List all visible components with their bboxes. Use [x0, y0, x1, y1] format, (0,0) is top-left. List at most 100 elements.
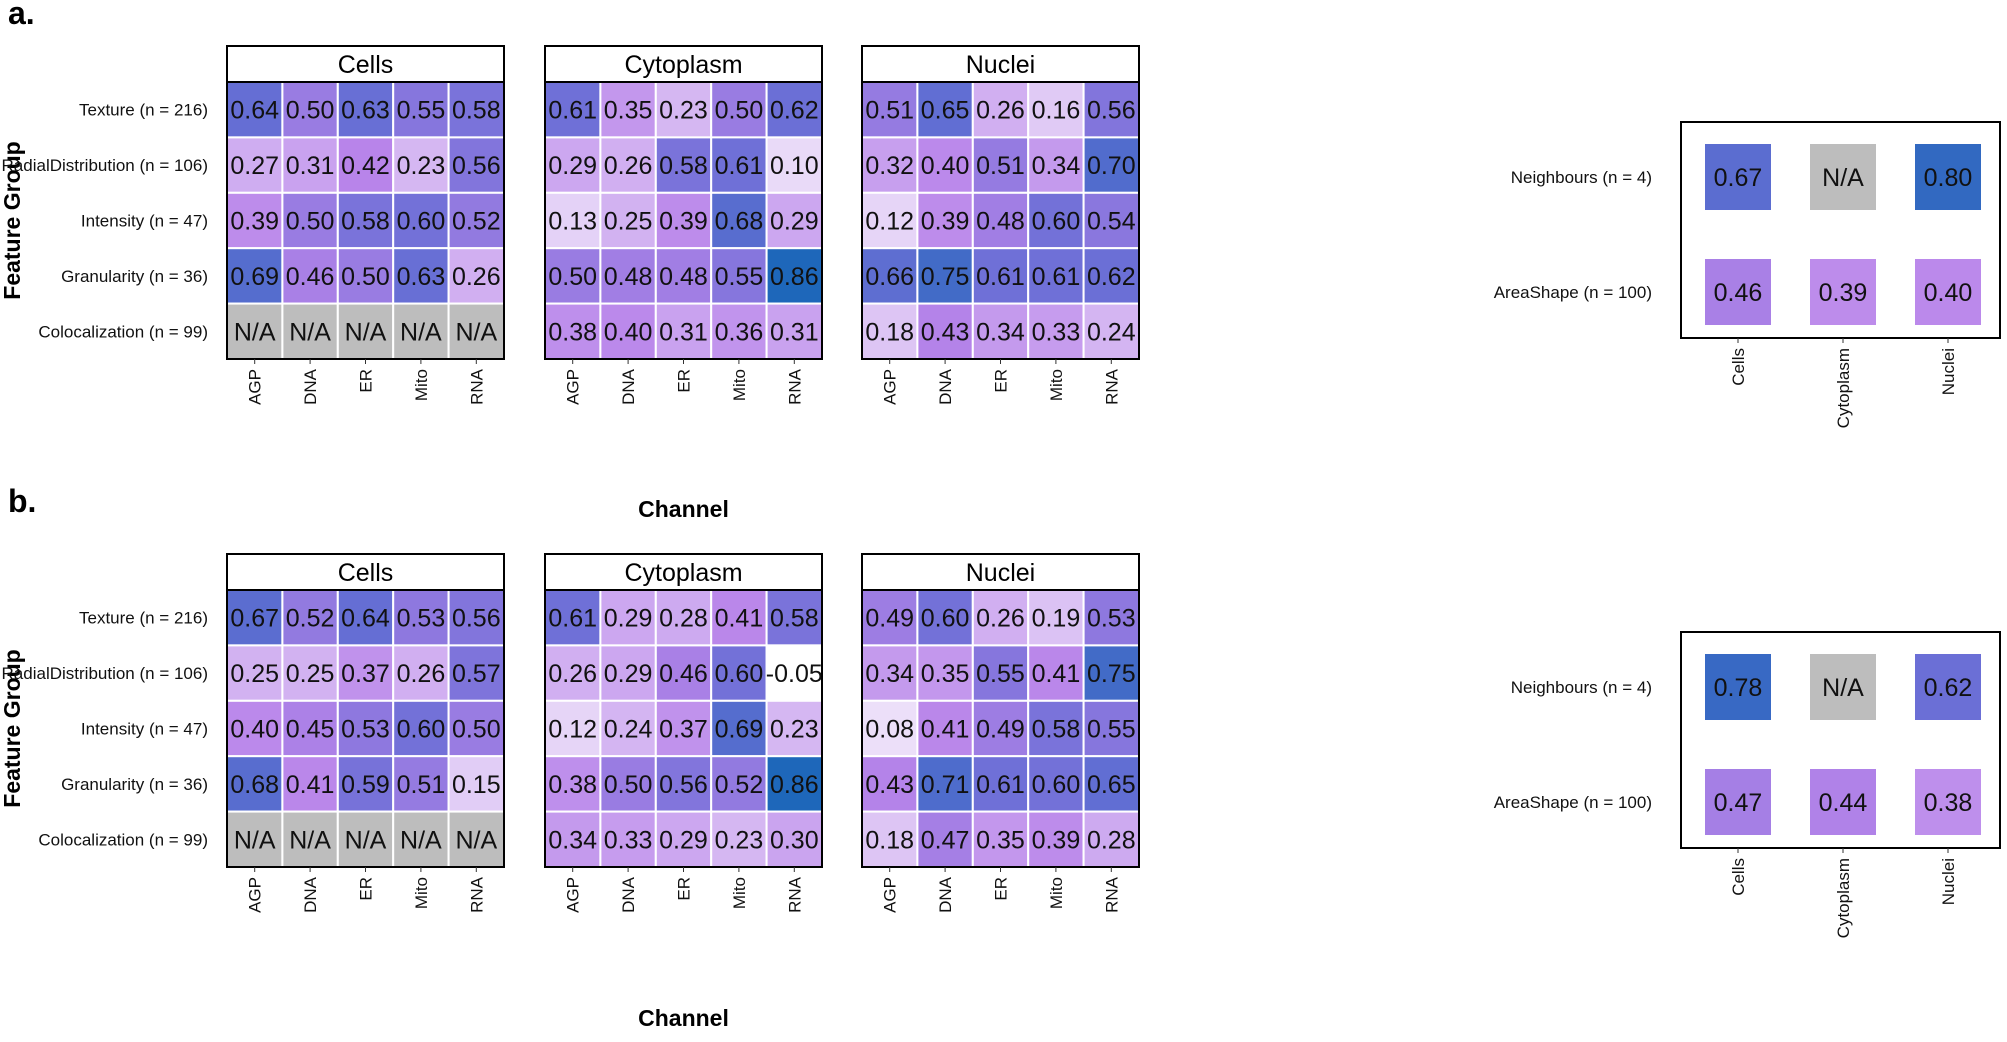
column-label-mito: Mito [412, 877, 431, 909]
cell-value: 0.18 [865, 318, 914, 346]
y-axis-title: Feature Group [0, 649, 25, 807]
cell-value: 0.39 [921, 208, 970, 236]
cell-value: 0.63 [341, 97, 390, 125]
cell-value: 0.52 [715, 771, 764, 799]
facet-title: Cells [338, 559, 394, 587]
cell-value: 0.43 [865, 771, 914, 799]
heatmap-cell [971, 191, 1030, 250]
cell-value: 0.58 [770, 605, 819, 633]
side-row-label-areashape: AreaShape (n = 100) [1494, 793, 1652, 812]
cell-value: 0.56 [452, 152, 501, 180]
facet-strip [226, 45, 505, 83]
heatmap-cell [599, 81, 657, 139]
column-label-rna: RNA [467, 368, 486, 405]
cell-value: 0.60 [397, 208, 446, 236]
facet-strip [226, 553, 505, 591]
cell-value: 0.48 [976, 208, 1025, 236]
heatmap-cell [861, 191, 919, 250]
heatmap-cell [1082, 699, 1140, 758]
cell-value: 0.61 [1032, 263, 1081, 291]
side-cell [1915, 259, 1981, 325]
cell-value: 0.62 [770, 97, 819, 125]
cell-value: 0.58 [1032, 716, 1081, 744]
cell-value: 0.39 [659, 208, 708, 236]
cell-value: 0.31 [659, 318, 708, 346]
cell-value: 0.40 [604, 318, 653, 346]
facet-title: Nuclei [966, 51, 1035, 79]
heatmap-cell [336, 810, 395, 868]
cell-value: 0.29 [604, 660, 653, 688]
heatmap-cell [336, 302, 395, 361]
column-label-mito: Mito [1047, 877, 1066, 909]
heatmap-cell [1082, 191, 1140, 250]
column-label-dna: DNA [936, 368, 955, 405]
cell-value: 0.40 [921, 152, 970, 180]
heatmap-cell [1027, 247, 1085, 305]
cell-value: 0.46 [286, 263, 335, 291]
heatmap-cell [861, 81, 919, 139]
side-cell-value: 0.38 [1924, 789, 1973, 817]
cell-value: 0.41 [715, 605, 764, 633]
cell-value: 0.50 [341, 263, 390, 291]
heatmap-cell [971, 810, 1030, 868]
heatmap-cell [765, 644, 823, 702]
facet-strip [544, 553, 823, 591]
cell-value: 0.53 [341, 716, 390, 744]
cell-value: 0.50 [286, 208, 335, 236]
cell-value: 0.64 [341, 605, 390, 633]
cell-value: 0.40 [230, 716, 279, 744]
cell-value: 0.53 [397, 605, 446, 633]
heatmap-cell [544, 302, 602, 361]
column-label-agp: AGP [881, 369, 900, 405]
side-cell [1915, 769, 1981, 835]
heatmap-cell [710, 810, 768, 868]
cell-value: 0.48 [659, 263, 708, 291]
heatmap-cell [281, 302, 339, 361]
cell-value: 0.23 [770, 716, 819, 744]
column-label-mito: Mito [730, 877, 749, 909]
side-cell [1915, 654, 1981, 720]
cell-value: 0.50 [452, 716, 501, 744]
side-cell-value: 0.80 [1924, 164, 1973, 192]
cell-value: 0.55 [397, 97, 446, 125]
cell-value: 0.18 [865, 826, 914, 854]
y-axis-title: Feature Group [0, 141, 25, 299]
facet-title: Cytoplasm [624, 51, 742, 79]
heatmap-cell [1027, 191, 1085, 250]
column-label-er: ER [675, 877, 694, 901]
cell-value: 0.27 [230, 152, 279, 180]
cell-value: 0.13 [548, 208, 597, 236]
heatmap-figure-a: a. Feature Group Texture (n = 216) RadialDi… [0, 0, 2001, 522]
column-label-rna: RNA [467, 876, 486, 913]
cell-value: 0.56 [452, 605, 501, 633]
cell-value: 0.28 [1087, 826, 1136, 854]
column-label-rna: RNA [1102, 368, 1121, 405]
cell-value: 0.58 [452, 97, 501, 125]
panel-label: b. [8, 483, 36, 519]
cell-value: 0.25 [286, 660, 335, 688]
heatmap-cell [765, 699, 823, 758]
cell-value: 0.86 [770, 263, 819, 291]
cell-value: N/A [345, 826, 387, 854]
cell-value: 0.48 [604, 263, 653, 291]
cell-value: 0.57 [452, 660, 501, 688]
heatmap-cell [765, 755, 823, 813]
cell-value: 0.33 [1032, 318, 1081, 346]
cell-value: 0.69 [715, 716, 764, 744]
heatmap-cell [654, 191, 713, 250]
heatmap-cell [710, 644, 768, 702]
cell-value: 0.56 [1087, 97, 1136, 125]
cell-value: 0.34 [548, 826, 597, 854]
cell-value: 0.61 [548, 97, 597, 125]
heatmap-cell [226, 589, 284, 647]
cell-value: 0.61 [976, 771, 1025, 799]
heatmap-cell [544, 136, 602, 194]
heatmap-cell [544, 755, 602, 813]
side-column-label-nuclei: Nuclei [1939, 348, 1958, 395]
side-cell [1810, 654, 1876, 720]
heatmap-cell [281, 699, 339, 758]
panel-label: a. [8, 0, 35, 31]
cell-value: 0.50 [286, 97, 335, 125]
